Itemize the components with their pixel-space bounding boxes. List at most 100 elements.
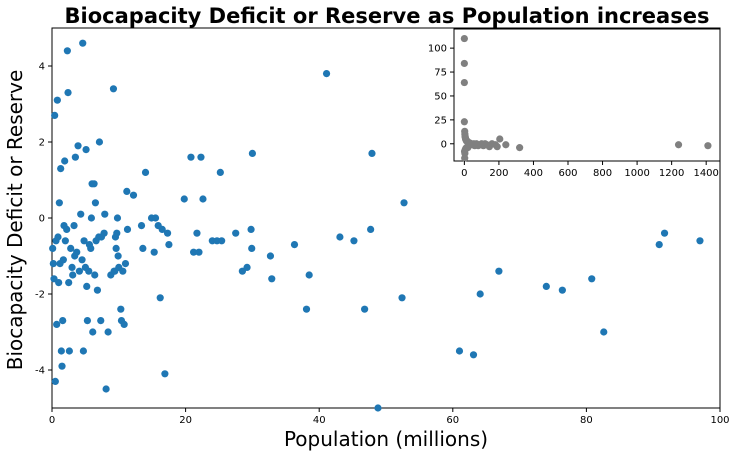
main-data-point [69, 271, 77, 279]
main-data-point [398, 294, 406, 302]
main-data-point [190, 248, 198, 256]
main-x-tick-label: 20 [179, 415, 192, 426]
inset-x-tick-label: 1200 [659, 168, 684, 179]
inset-plot-area: 0 200 400 600 800 1000 1200 1400 0 25 50 75 100 [428, 28, 721, 179]
main-data-point [660, 229, 669, 237]
main-data-point [79, 347, 87, 355]
main-data-point [87, 214, 96, 222]
main-data-point [97, 317, 105, 325]
main-y-tick-label: 4 [39, 62, 45, 73]
main-data-point [74, 142, 82, 150]
inset-plot-frame [453, 28, 721, 162]
main-data-point [51, 377, 59, 385]
main-data-point [54, 233, 62, 241]
inset-x-axis-ticks: 0 200 400 600 800 1000 1200 1400 [461, 161, 719, 179]
inset-data-point [460, 59, 468, 68]
main-x-tick-label: 60 [446, 415, 459, 426]
inset-data-point [493, 143, 501, 151]
main-data-point [290, 241, 299, 249]
main-data-point [476, 290, 484, 298]
inset-data-points [460, 34, 712, 162]
main-data-point [64, 89, 72, 97]
main-data-point [542, 282, 550, 290]
main-data-point [350, 237, 358, 245]
main-data-point [113, 229, 121, 237]
inset-y-axis-ticks: 0 25 50 75 100 [428, 44, 454, 150]
main-data-point [495, 267, 503, 275]
main-data-point [112, 244, 120, 252]
inset-y-tick-label: 75 [434, 68, 447, 79]
main-data-point [266, 252, 275, 260]
main-data-point [588, 275, 596, 283]
main-data-point [90, 180, 98, 188]
main-data-point [91, 271, 99, 279]
main-data-point [139, 244, 147, 252]
main-data-point [82, 146, 90, 154]
main-data-point [87, 244, 95, 252]
main-data-point [268, 275, 276, 283]
main-data-point [79, 39, 87, 47]
main-data-point [193, 229, 201, 237]
main-data-point [600, 328, 608, 336]
main-data-point [180, 195, 188, 203]
main-data-point [150, 248, 158, 256]
main-data-point [100, 229, 108, 237]
main-data-point [121, 260, 130, 268]
main-data-point [91, 199, 100, 207]
main-data-point [53, 96, 61, 104]
main-data-point [67, 244, 75, 252]
main-data-point [83, 317, 92, 325]
main-data-point [65, 347, 73, 355]
main-data-point [55, 279, 63, 287]
main-data-point [49, 244, 57, 252]
main-data-point [158, 225, 166, 233]
main-data-point [151, 214, 160, 222]
main-y-axis-ticks: -4 -2 0 2 4 [35, 62, 52, 377]
main-y-tick-label: 0 [39, 214, 45, 225]
main-data-point [322, 70, 331, 78]
main-data-point [109, 85, 118, 93]
inset-y-tick-label: 100 [428, 44, 447, 55]
main-data-point [361, 305, 369, 313]
main-data-point [59, 317, 67, 325]
inset-data-point [460, 78, 468, 87]
y-axis-label: Biocapacity Deficit or Reserve [3, 70, 27, 371]
main-data-point [63, 47, 71, 55]
main-data-point [63, 225, 71, 233]
main-data-point [187, 153, 195, 161]
main-data-point [123, 187, 131, 195]
inset-data-point [674, 141, 683, 149]
main-data-point [51, 111, 59, 119]
main-data-point [469, 351, 478, 359]
main-x-tick-label: 100 [710, 415, 729, 426]
main-data-point [336, 233, 344, 241]
main-data-point [117, 305, 125, 313]
main-data-point [49, 260, 57, 268]
main-data-point [141, 168, 150, 176]
inset-x-tick-label: 400 [524, 168, 543, 179]
main-data-point [243, 263, 251, 271]
inset-data-point [464, 144, 472, 152]
main-data-point [83, 282, 91, 290]
main-data-point [59, 256, 67, 264]
main-data-point [101, 210, 109, 218]
main-data-point [455, 347, 464, 355]
main-data-point [558, 286, 566, 294]
main-x-tick-label: 0 [49, 415, 55, 426]
main-data-point [248, 244, 256, 252]
main-y-tick-label: -2 [35, 290, 45, 301]
inset-data-point [460, 118, 468, 126]
main-data-point [85, 267, 93, 275]
main-data-point [78, 256, 86, 264]
main-data-point [302, 305, 311, 313]
main-data-point [77, 210, 85, 218]
main-data-point [163, 229, 172, 237]
main-data-point [75, 267, 83, 275]
main-data-point [119, 267, 127, 275]
main-data-point [218, 237, 226, 245]
inset-data-point [502, 141, 510, 149]
inset-data-point [496, 135, 504, 143]
main-plot-area: 0 20 40 60 80 100 -4 -2 0 2 4 [35, 27, 730, 426]
inset-data-point [460, 34, 468, 43]
main-data-point [113, 214, 122, 222]
